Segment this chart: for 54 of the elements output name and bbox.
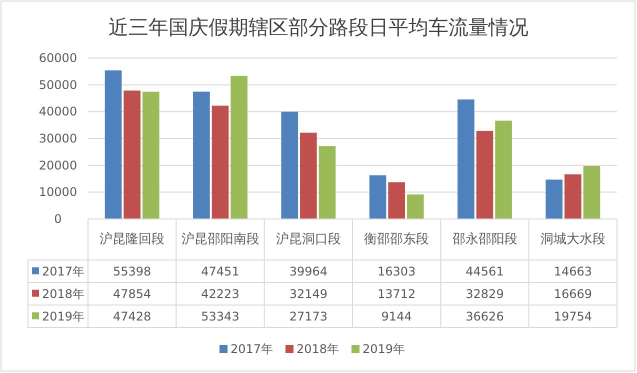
data-label: 42223 [201, 287, 240, 301]
data-label: 36626 [466, 310, 504, 324]
bar [300, 132, 317, 219]
data-label: 19754 [554, 310, 592, 324]
data-label: 55398 [112, 264, 152, 278]
y-tick-label: 60000 [38, 51, 78, 65]
x-tick-label: 沪昆邵阳南段 [181, 231, 260, 247]
x-tick-label: 沪昆洞口段 [276, 231, 341, 247]
bar [564, 174, 582, 219]
legend: 2017年 2018年 2019年 [220, 342, 406, 356]
data-label: 47428 [112, 310, 152, 324]
bar [193, 92, 210, 219]
bar [406, 194, 424, 219]
chart-title: 近三年国庆假期辖区部分路段日平均车流量情况 [108, 15, 528, 39]
data-label: 9144 [381, 310, 412, 324]
legend-label: 2018年 [42, 287, 85, 301]
data-label: 13712 [377, 287, 416, 301]
bar [583, 166, 600, 219]
data-label: 14663 [554, 264, 592, 278]
bar [142, 92, 160, 219]
bar [495, 120, 512, 219]
data-label: 44561 [466, 264, 504, 278]
legend-label: 2019年 [42, 310, 85, 324]
data-label: 47451 [201, 264, 240, 278]
bar [476, 130, 494, 219]
bar [212, 106, 229, 219]
data-label: 39964 [289, 264, 328, 278]
bar [369, 175, 386, 219]
bar [458, 99, 474, 219]
bar [230, 76, 248, 219]
x-tick-label: 沪昆隆回段 [100, 231, 165, 247]
y-tick-label: 50000 [38, 78, 78, 92]
data-label: 47854 [112, 287, 152, 301]
data-label: 53343 [201, 310, 240, 324]
bar [318, 146, 336, 219]
bar [104, 70, 122, 219]
bar [546, 180, 563, 219]
data-label: 27173 [289, 310, 328, 324]
y-tick-label: 10000 [38, 185, 78, 200]
data-label: 32149 [289, 287, 328, 301]
bar [281, 112, 298, 219]
bar [124, 90, 140, 219]
y-tick-label: 30000 [38, 132, 78, 146]
data-label: 32829 [466, 287, 504, 301]
x-tick-label: 衡邵邵东段 [364, 232, 430, 247]
y-tick-label: 40000 [38, 104, 78, 119]
bar [388, 182, 405, 219]
x-tick-label: 邵永邵阳段 [452, 231, 518, 247]
data-label: 16669 [554, 287, 592, 301]
data-label: 16303 [377, 264, 416, 278]
legend-label: 2017年 [42, 264, 85, 278]
y-tick-label: 0 [54, 212, 62, 226]
y-tick-label: 20000 [38, 158, 78, 172]
x-tick-label: 洞城大水段 [540, 232, 606, 247]
